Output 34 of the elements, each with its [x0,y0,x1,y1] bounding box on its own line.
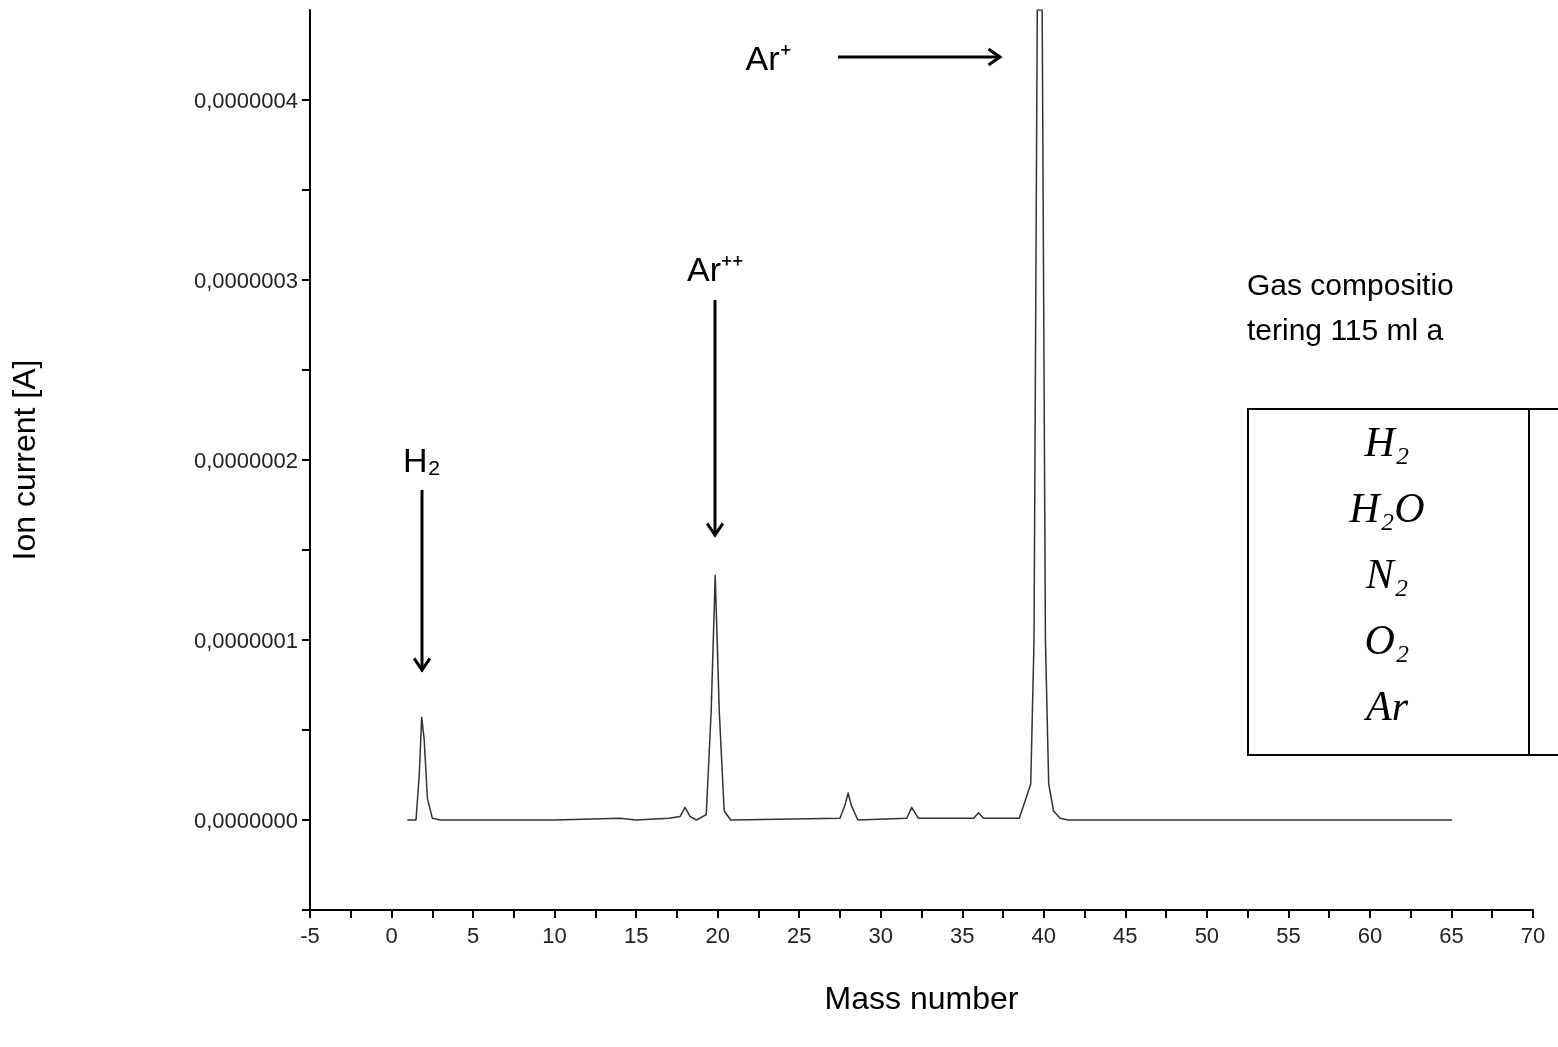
x-tick-label: 65 [1439,922,1464,948]
y-axis-title: Ion current [A] [6,359,42,561]
y-tick-label: 0,0000000 [194,807,298,833]
x-tick-label: 25 [786,922,812,948]
x-tick-label: 20 [705,922,730,948]
line-series [407,9,1453,821]
x-tick-label: 35 [950,922,975,948]
x-tick-label: 45 [1113,922,1138,948]
y-tick-label: 0,0000001 [194,627,298,653]
annotation: Ar⁺⁺ [687,249,743,290]
annotation: H₂ [403,440,441,480]
x-tick-label: 70 [1520,922,1546,948]
annotation: tering 115 ml a [1247,312,1444,348]
x-tick-label: 50 [1194,922,1220,948]
x-tick-label: 0 [385,922,398,948]
x-tick-label: 55 [1276,922,1301,948]
x-tick-label: 15 [623,922,649,948]
x-axis-title: Mass number [824,980,1019,1016]
annotation: Ar [1362,682,1409,730]
x-tick-label: -5 [300,922,320,948]
annotation: H₂O [1348,484,1426,532]
annotation: Ar⁺ [745,38,791,79]
annotation: N₂ [1364,550,1410,598]
y-tick-label: 0,0000003 [194,267,298,293]
y-tick-label: 0,0000004 [194,87,298,113]
annotation: Gas compositio [1247,267,1454,303]
x-tick-label: 5 [466,922,480,948]
x-tick-label: 60 [1357,922,1383,948]
annotation: O₂ [1363,616,1411,664]
x-tick-label: 30 [868,922,893,948]
x-tick-label: 10 [542,922,567,948]
annotation: H₂ [1363,418,1411,466]
y-tick-label: 0,0000002 [194,447,298,473]
x-tick-label: 40 [1031,922,1057,948]
